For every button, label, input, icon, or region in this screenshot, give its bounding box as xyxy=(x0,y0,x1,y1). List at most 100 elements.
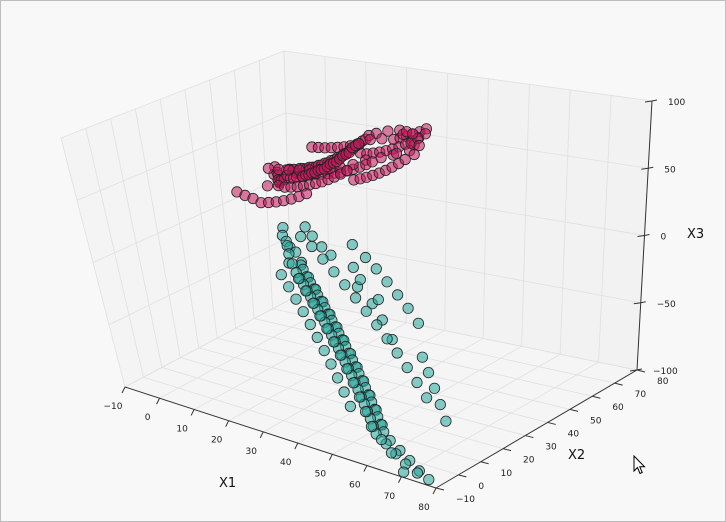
grid-line xyxy=(161,367,481,463)
data-point-magenta xyxy=(261,180,274,192)
tick-mark xyxy=(225,420,230,427)
tick-mark xyxy=(397,476,402,484)
data-point-magenta xyxy=(382,125,394,137)
grid-line xyxy=(180,357,504,450)
data-point-magenta xyxy=(366,156,378,168)
data-point-magenta xyxy=(390,147,403,159)
tick-mark xyxy=(502,448,512,452)
grid-line xyxy=(60,50,285,139)
x2-tick-label: 30 xyxy=(545,443,557,453)
tick-mark xyxy=(648,166,654,169)
data-point-teal xyxy=(360,305,372,317)
tick-mark xyxy=(547,421,556,425)
x2-tick-label: 70 xyxy=(635,390,647,400)
x2-tick-label: 20 xyxy=(523,456,535,466)
data-point-teal xyxy=(397,466,410,478)
mouse-cursor-icon xyxy=(633,455,646,475)
tick-mark xyxy=(644,234,650,236)
data-point-teal xyxy=(359,251,372,264)
tick-mark xyxy=(525,435,534,439)
x1-tick-label: 10 xyxy=(176,424,188,434)
data-point-teal xyxy=(420,392,433,404)
grid-line xyxy=(76,112,286,201)
grid-line xyxy=(159,306,330,399)
x2-tick-label: 80 xyxy=(657,377,669,387)
data-point-teal xyxy=(328,336,340,348)
data-point-teal xyxy=(402,302,414,314)
grid-line xyxy=(217,337,548,423)
data-point-magenta xyxy=(408,148,420,161)
x2-tick-label: 0 xyxy=(478,482,484,492)
data-point-magenta xyxy=(406,128,419,140)
data-point-teal xyxy=(428,382,441,394)
x1-tick-label: 20 xyxy=(211,436,223,446)
data-point-teal xyxy=(331,372,344,384)
tick-mark xyxy=(636,368,643,371)
data-point-teal xyxy=(334,349,346,361)
tick-mark xyxy=(328,454,333,461)
tick-mark xyxy=(458,474,467,478)
floor-pane xyxy=(125,299,637,488)
data-point-teal xyxy=(317,253,329,265)
tick-mark xyxy=(190,409,195,416)
data-point-teal xyxy=(411,467,423,479)
data-point-teal xyxy=(434,398,446,411)
data-point-teal xyxy=(328,266,340,278)
tick-mark xyxy=(641,167,649,170)
data-point-teal xyxy=(391,347,403,359)
x1-tick-label: 30 xyxy=(245,447,257,457)
data-point-teal xyxy=(290,293,302,305)
data-point-teal xyxy=(295,231,307,243)
data-point-teal xyxy=(314,310,326,322)
x2-tick-label: 50 xyxy=(590,416,602,426)
tick-mark xyxy=(644,100,653,103)
tick-mark xyxy=(259,431,264,439)
tick-mark xyxy=(156,397,161,405)
data-point-magenta xyxy=(364,134,376,146)
data-point-magenta xyxy=(262,162,274,174)
data-point-teal xyxy=(391,289,404,301)
data-point-teal xyxy=(381,333,393,345)
x3-tick-label: 100 xyxy=(668,98,685,108)
tick-mark xyxy=(614,382,623,386)
data-point-teal xyxy=(283,281,295,293)
data-point-teal xyxy=(423,473,435,486)
tick-mark xyxy=(629,369,638,372)
data-point-teal xyxy=(385,447,398,459)
data-point-teal xyxy=(401,361,413,374)
x1-axis-label: X1 xyxy=(219,476,236,491)
x2-axis-line xyxy=(435,369,638,489)
grid-line xyxy=(108,236,290,326)
data-point-magenta xyxy=(376,133,388,145)
x1-tick-label: 40 xyxy=(280,458,292,468)
tick-mark xyxy=(294,442,299,450)
data-point-teal xyxy=(321,323,333,335)
x1-tick-label: 70 xyxy=(384,492,396,502)
grid-line xyxy=(283,50,653,102)
data-point-teal xyxy=(347,377,359,389)
data-point-teal xyxy=(297,306,309,318)
tick-mark xyxy=(480,461,489,465)
data-point-teal xyxy=(306,230,318,242)
data-point-teal xyxy=(354,273,366,286)
data-point-teal xyxy=(365,420,378,433)
grid-line xyxy=(290,298,638,371)
data-point-teal xyxy=(316,241,328,253)
x3-tick-label: −50 xyxy=(657,300,676,310)
data-point-teal xyxy=(338,386,350,398)
data-point-magenta xyxy=(300,188,313,200)
data-point-teal xyxy=(375,433,388,446)
tick-mark xyxy=(651,99,658,102)
x2-tick-label: −10 xyxy=(456,495,475,505)
data-point-teal xyxy=(411,376,423,389)
x2-tick-label: 40 xyxy=(568,429,580,439)
x1-axis-line xyxy=(124,386,437,489)
tick-mark xyxy=(569,408,579,412)
data-point-teal xyxy=(416,351,428,363)
data-point-teal xyxy=(371,319,383,331)
x3-tick-label: −100 xyxy=(653,367,678,377)
data-point-teal xyxy=(422,366,435,379)
data-point-teal xyxy=(325,358,337,370)
